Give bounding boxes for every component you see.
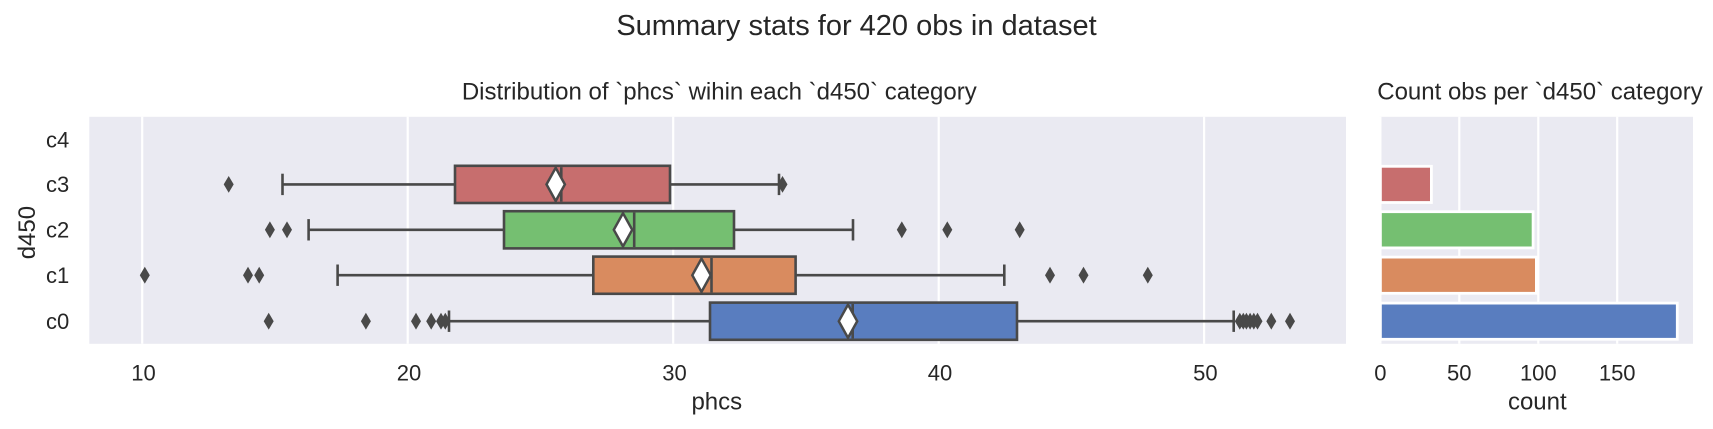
svg-text:c2: c2 [46, 218, 69, 243]
svg-text:50: 50 [1193, 360, 1217, 385]
svg-text:20: 20 [397, 360, 421, 385]
svg-text:Distribution of `phcs` wihin e: Distribution of `phcs` wihin each `d450`… [462, 79, 977, 106]
svg-text:150: 150 [1599, 360, 1636, 385]
svg-text:50: 50 [1447, 360, 1471, 385]
svg-text:10: 10 [131, 360, 155, 385]
svg-text:c4: c4 [46, 127, 69, 152]
svg-text:phcs: phcs [691, 389, 742, 416]
svg-text:c1: c1 [46, 263, 69, 288]
svg-text:Summary stats for 420 obs in d: Summary stats for 420 obs in dataset [616, 10, 1096, 42]
svg-text:Count obs per `d450` category: Count obs per `d450` category [1377, 79, 1703, 106]
svg-text:c3: c3 [46, 172, 69, 197]
svg-text:40: 40 [928, 360, 952, 385]
svg-text:d450: d450 [14, 206, 41, 259]
svg-text:count: count [1508, 389, 1567, 416]
svg-text:c0: c0 [46, 309, 69, 334]
svg-text:0: 0 [1374, 360, 1386, 385]
svg-text:100: 100 [1520, 360, 1557, 385]
svg-text:30: 30 [662, 360, 686, 385]
